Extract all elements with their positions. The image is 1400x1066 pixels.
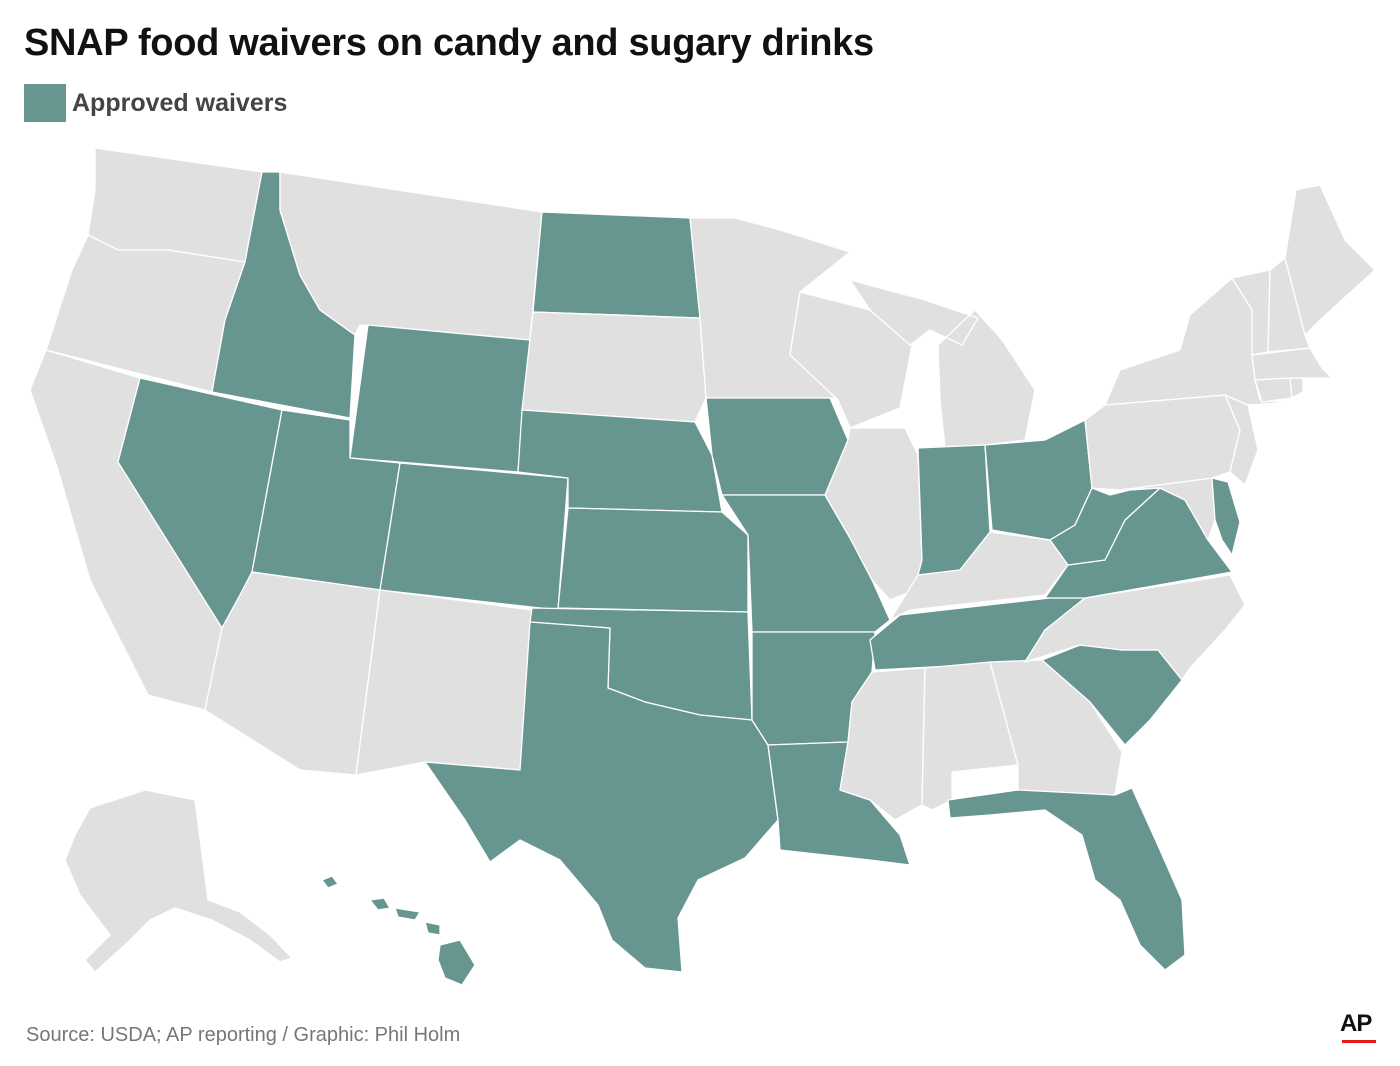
state-south-dakota (521, 311, 707, 423)
ap-logo-underline (1342, 1040, 1376, 1043)
state-delaware (1211, 477, 1241, 556)
state-hawaii (321, 875, 476, 986)
source-credit: Source: USDA; AP reporting / Graphic: Ph… (26, 1024, 461, 1046)
state-massachusetts (1251, 347, 1333, 381)
legend-label: Approved waivers (72, 88, 288, 117)
state-kansas (557, 507, 749, 613)
legend-swatch (24, 84, 66, 122)
state-rhode-island (1289, 377, 1304, 399)
state-washington (87, 147, 263, 263)
state-new-hampshire (1267, 257, 1311, 353)
state-pennsylvania (1084, 394, 1241, 491)
state-florida (947, 787, 1186, 971)
state-texas (424, 621, 779, 973)
chart-title: SNAP food waivers on candy and sugary dr… (24, 22, 874, 64)
state-north-carolina (1024, 574, 1246, 681)
state-new-mexico (355, 589, 533, 776)
legend: Approved waivers (24, 84, 287, 122)
ap-logo: AP (1340, 1010, 1380, 1044)
state-alaska (64, 789, 293, 973)
state-wyoming (349, 324, 531, 473)
state-illinois (824, 427, 923, 601)
state-iowa (705, 397, 849, 496)
state-vermont (1231, 269, 1271, 356)
ap-logo-text: AP (1340, 1010, 1372, 1037)
state-colorado (379, 462, 569, 611)
state-michigan (849, 279, 1036, 449)
state-connecticut (1254, 377, 1293, 403)
state-maine (1284, 184, 1376, 336)
state-north-dakota (532, 211, 701, 319)
